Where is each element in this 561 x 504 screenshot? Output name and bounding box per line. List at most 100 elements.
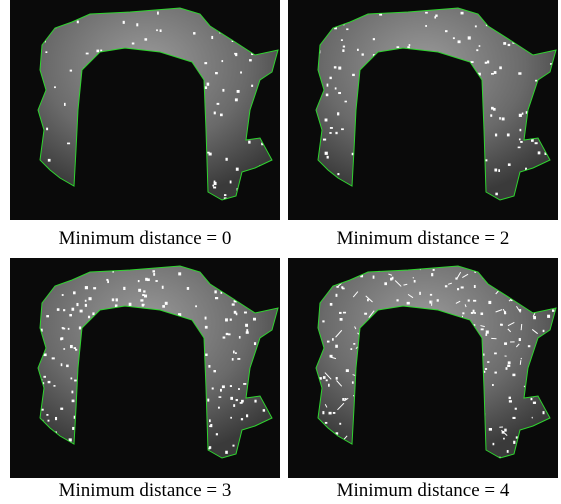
figure-images [0,0,561,504]
feature-point [515,408,517,410]
feature-point [341,39,343,41]
feature-point [237,90,240,93]
feature-point [62,294,64,296]
feature-point [75,349,77,351]
feature-point [491,107,494,110]
feature-track [520,360,521,365]
feature-point [508,163,511,166]
feature-point [233,404,235,407]
feature-point [88,297,91,300]
feature-point [116,298,118,301]
feature-point [543,330,545,332]
feature-point [520,141,523,143]
micrograph [10,0,282,220]
feature-point [414,280,416,282]
feature-point [499,66,502,69]
feature-point [327,84,329,87]
feature-point [531,398,533,400]
feature-point [392,277,394,280]
feature-point [437,299,439,301]
feature-point [384,282,387,285]
feature-point [373,38,375,40]
feature-point [489,428,492,431]
feature-point [214,290,216,293]
feature-point [205,317,207,320]
feature-point [67,143,70,145]
feature-point [487,60,489,63]
feature-point [68,328,70,330]
feature-point [341,128,344,130]
feature-point [214,112,216,115]
feature-point [221,60,223,62]
feature-point [326,94,329,97]
feature-point [88,316,90,318]
feature-point [333,412,336,414]
feature-point [85,304,87,307]
feature-point [132,43,135,45]
feature-point [327,156,329,159]
feature-point [323,139,326,141]
feature-point [232,445,234,447]
feature-point [519,114,522,117]
feature-point [96,50,99,53]
feature-point [155,280,157,282]
feature-point [329,132,331,134]
feature-point [340,318,343,321]
feature-point [535,142,538,144]
feature-point [485,62,487,64]
feature-point [334,66,337,68]
feature-point [246,331,249,333]
feature-track [521,358,522,359]
feature-point [336,377,338,380]
feature-point [73,291,76,294]
feature-point [263,409,265,411]
feature-point [140,299,143,301]
feature-point [485,368,487,370]
feature-point [357,49,359,51]
feature-point [74,380,77,382]
feature-point [225,158,227,161]
feature-point [345,101,347,103]
feature-point [485,333,487,336]
feature-point [225,318,228,321]
feature-point [500,324,503,326]
feature-point [64,103,66,106]
feature-point [492,384,494,386]
feature-point [494,169,497,172]
feature-point [215,72,218,74]
feature-point [233,351,235,354]
feature-point [246,414,248,417]
feature-point [337,173,339,175]
feature-point [63,348,65,350]
feature-point [162,305,165,308]
feature-point [61,363,63,366]
feature-point [217,103,220,105]
feature-point [502,117,505,120]
feature-point [216,433,218,435]
feature-point [353,343,355,345]
feature-point [330,355,333,358]
feature-point [213,370,216,372]
feature-point [484,371,486,373]
feature-point [509,397,511,399]
feature-point [461,286,464,288]
feature-point [62,328,65,330]
feature-point [156,29,158,31]
feature-point [429,301,431,304]
feature-point [533,402,536,404]
feature-point [425,12,428,14]
feature-point [336,294,338,297]
feature-point [153,273,155,276]
feature-point [491,73,494,75]
feature-point [419,292,421,295]
feature-point [468,299,470,301]
feature-point [339,312,342,314]
feature-point [453,37,455,39]
feature-point [52,357,55,359]
feature-point [409,44,411,46]
feature-point [458,40,461,43]
feature-point [208,448,210,450]
feature-point [488,301,491,304]
feature-point [254,342,256,345]
feature-track [521,324,522,330]
